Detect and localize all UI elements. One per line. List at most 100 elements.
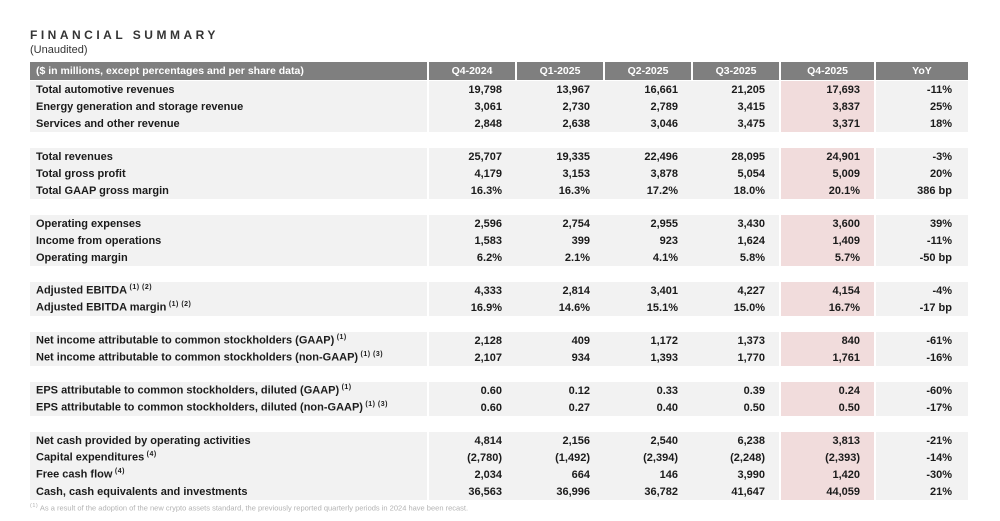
column-header-q1-2025: Q1-2025 [516,62,605,81]
column-header-yoy: YoY [875,62,968,81]
value-cell: 2,848 [428,115,516,132]
table-row: Adjusted EBITDA (1) (2) 4,333 2,814 3,401 4,… [30,282,968,299]
table-row: Energy generation and storage revenue 3,0… [30,98,968,115]
yoy-value-cell: -30% [875,466,968,483]
value-cell: 1,770 [692,349,780,366]
footnote-text: As a result of the adoption of the new c… [39,503,469,513]
value-cell: 36,996 [516,483,604,500]
footnote-reference: (1) (3) [362,401,388,409]
value-cell: 5,054 [692,165,780,182]
row-label: Cash, cash equivalents and investments [30,483,429,500]
value-cell: 6.2% [428,249,516,266]
value-cell: 2,034 [428,466,516,483]
value-cell: 4,333 [428,282,516,299]
financial-summary-table: ($ in millions, except percentages and p… [30,62,968,500]
value-cell: 1,583 [428,232,516,249]
table-row: Total GAAP gross margin 16.3% 16.3% 17.2% 18… [30,182,968,199]
yoy-value-cell: -60% [875,382,968,399]
value-cell: 2,596 [428,215,516,232]
value-cell: 0.50 [692,399,780,416]
value-cell: 17,693 [779,80,876,98]
yoy-value-cell: -21% [875,432,968,449]
row-label: Operating expenses [30,215,429,232]
value-cell: 2,730 [516,98,604,115]
value-cell: 3,475 [692,115,780,132]
row-label: Energy generation and storage revenue [30,98,429,115]
value-cell: 2,955 [604,215,692,232]
row-label: Adjusted EBITDA (1) (2) [30,282,429,299]
table-row: Operating expenses 2,596 2,754 2,955 3,430 3,… [30,215,968,232]
value-cell: 36,563 [428,483,516,500]
yoy-value-cell: -11% [875,232,968,249]
column-header-description: ($ in millions, except percentages and p… [30,62,429,81]
value-cell: 4,814 [428,432,516,449]
value-cell: (2,780) [428,449,516,466]
yoy-value-cell: 386 bp [875,182,968,199]
row-label: Total automotive revenues [30,80,429,98]
row-label: EPS attributable to common stockholders,… [30,399,429,416]
value-cell: 21,205 [692,80,780,98]
row-label: Total gross profit [30,165,429,182]
footnote-reference: (4) [112,468,125,476]
yoy-value-cell: -17% [875,399,968,416]
table-row: Net cash provided by operating activitie… [30,432,968,449]
value-cell: 0.39 [692,382,780,399]
row-label: Operating margin [30,249,429,266]
row-label: Services and other revenue [30,115,429,132]
value-cell: 25,707 [428,148,516,165]
table-row: Operating margin 6.2% 2.1% 4.1% 5.8% 5.7% -50 … [30,249,968,266]
value-cell: 1,761 [779,349,876,366]
value-cell: 4,179 [428,165,516,182]
value-cell: 3,401 [604,282,692,299]
value-cell: 14.6% [516,299,604,316]
value-cell: 44,059 [779,483,876,500]
yoy-value-cell: -11% [875,80,968,98]
yoy-value-cell: -61% [875,332,968,349]
value-cell: 4,154 [779,282,876,299]
value-cell: 22,496 [604,148,692,165]
value-cell: 840 [779,332,876,349]
value-cell: (1,492) [516,449,604,466]
value-cell: 16,661 [604,80,692,98]
footnote-reference: (1) [339,384,352,392]
value-cell: 0.50 [779,399,876,416]
row-label: Free cash flow (4) [30,466,429,483]
table-row: Services and other revenue 2,848 2,638 3,04… [30,115,968,132]
value-cell: 5.8% [692,249,780,266]
value-cell: 409 [516,332,604,349]
value-cell: 146 [604,466,692,483]
value-cell: 16.3% [428,182,516,199]
yoy-value-cell: -16% [875,349,968,366]
section-gap [30,266,968,282]
value-cell: 0.12 [516,382,604,399]
section-gap [30,199,968,215]
value-cell: 41,647 [692,483,780,500]
section-gap [30,316,968,332]
value-cell: 2,128 [428,332,516,349]
column-header-q2-2025: Q2-2025 [604,62,693,81]
value-cell: 2,814 [516,282,604,299]
yoy-value-cell: -17 bp [875,299,968,316]
table-row: Income from operations 1,583 399 923 1,624 1,… [30,232,968,249]
value-cell: 2,638 [516,115,604,132]
value-cell: 5.7% [779,249,876,266]
value-cell: (2,248) [692,449,780,466]
row-label: Net cash provided by operating activitie… [30,432,429,449]
value-cell: 2,540 [604,432,692,449]
yoy-value-cell: -50 bp [875,249,968,266]
section-gap [30,416,968,432]
footnote-reference: (4) [144,451,157,459]
value-cell: 6,238 [692,432,780,449]
yoy-value-cell: 18% [875,115,968,132]
value-cell: 2.1% [516,249,604,266]
value-cell: 0.24 [779,382,876,399]
section-gap [30,132,968,148]
footnote: (1) As a result of the adoption of the n… [30,503,468,513]
value-cell: 2,754 [516,215,604,232]
value-cell: 17.2% [604,182,692,199]
value-cell: 4,227 [692,282,780,299]
column-header-q3-2025: Q3-2025 [692,62,781,81]
table-row: Capital expenditures (4) (2,780) (1,492) (2… [30,449,968,466]
table-row: Total revenues 25,707 19,335 22,496 28,095 24… [30,148,968,165]
